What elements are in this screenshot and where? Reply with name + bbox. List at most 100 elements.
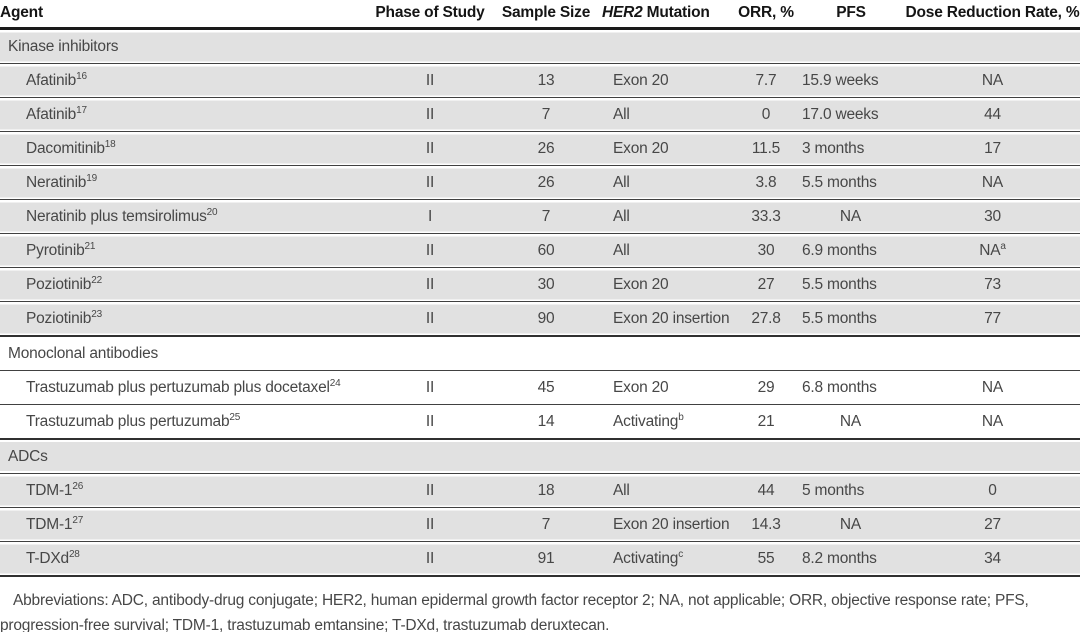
cell-pfs: 5 months bbox=[797, 473, 905, 508]
cell-her2-mutation: Exon 20 bbox=[602, 370, 735, 405]
cell-orr: 3.8 bbox=[735, 165, 797, 200]
cell-her2-mutation: Exon 20 insertion bbox=[602, 301, 735, 336]
reference-superscript: a bbox=[1000, 240, 1006, 252]
cell-dose-reduction: NA bbox=[905, 165, 1080, 200]
column-header-phase: Phase of Study bbox=[370, 0, 490, 30]
cell-her2-mutation: All bbox=[602, 199, 735, 234]
column-header-her2-mutation: HER2 Mutation bbox=[602, 0, 735, 30]
column-header-dose-reduction: Dose Reduction Rate, % bbox=[905, 0, 1080, 30]
reference-superscript: 19 bbox=[86, 172, 97, 184]
cell-her2-mutation: All bbox=[602, 473, 735, 508]
table-row: T-DXd28 II 91 Activatingc 55 8.2 months 34 bbox=[0, 541, 1080, 576]
cell-orr: 27 bbox=[735, 267, 797, 302]
cell-sample-size: 45 bbox=[490, 370, 602, 405]
reference-superscript: 27 bbox=[72, 514, 84, 526]
footnotes: Abbreviations: ADC, antibody-drug conjug… bbox=[0, 577, 1080, 632]
column-header-sample-size: Sample Size bbox=[490, 0, 602, 30]
cell-her2-mutation: Exon 20 bbox=[602, 63, 735, 98]
cell-sample-size: 18 bbox=[490, 473, 602, 508]
cell-orr: 29 bbox=[735, 370, 797, 405]
table-row: Poziotinib23 II 90 Exon 20 insertion 27.8 5.5… bbox=[0, 301, 1080, 336]
cell-dose-reduction: NA bbox=[905, 370, 1080, 405]
cell-agent: Neratinib19 bbox=[0, 165, 370, 200]
reference-superscript: 23 bbox=[91, 308, 102, 320]
reference-superscript: c bbox=[678, 548, 684, 560]
cell-pfs: 15.9 weeks bbox=[797, 63, 905, 98]
cell-orr: 21 bbox=[735, 404, 797, 439]
cell-dose-reduction: 17 bbox=[905, 131, 1080, 166]
table-row: Neratinib19 II 26 All 3.8 5.5 months NA bbox=[0, 165, 1080, 200]
cell-agent: Afatinib17 bbox=[0, 97, 370, 132]
cell-agent: TDM-127 bbox=[0, 507, 370, 542]
table-row: Afatinib17 II 7 All 0 17.0 weeks 44 bbox=[0, 97, 1080, 132]
cell-dose-reduction: NAa bbox=[905, 233, 1080, 268]
cell-orr: 14.3 bbox=[735, 507, 797, 542]
cell-pfs: NA bbox=[797, 199, 905, 234]
cell-sample-size: 13 bbox=[490, 63, 602, 98]
clinical-trials-table: Agent Phase of Study Sample Size HER2 Mutat… bbox=[0, 0, 1080, 576]
cell-phase: II bbox=[370, 507, 490, 542]
cell-agent: Afatinib16 bbox=[0, 63, 370, 98]
cell-dose-reduction: 30 bbox=[905, 199, 1080, 234]
cell-her2-mutation: Activatingc bbox=[602, 541, 735, 576]
section-title: Monoclonal antibodies bbox=[0, 336, 1080, 371]
cell-phase: II bbox=[370, 404, 490, 439]
cell-phase: II bbox=[370, 233, 490, 268]
cell-dose-reduction: NA bbox=[905, 63, 1080, 98]
reference-superscript: 16 bbox=[76, 70, 87, 82]
cell-phase: II bbox=[370, 63, 490, 98]
cell-orr: 55 bbox=[735, 541, 797, 576]
cell-dose-reduction: 73 bbox=[905, 267, 1080, 302]
reference-superscript: 21 bbox=[84, 240, 96, 252]
cell-pfs: 5.5 months bbox=[797, 301, 905, 336]
cell-orr: 44 bbox=[735, 473, 797, 508]
cell-agent: Trastuzumab plus pertuzumab25 bbox=[0, 404, 370, 439]
cell-pfs: NA bbox=[797, 404, 905, 439]
cell-phase: II bbox=[370, 165, 490, 200]
cell-phase: II bbox=[370, 370, 490, 405]
reference-superscript: b bbox=[678, 411, 684, 423]
cell-sample-size: 90 bbox=[490, 301, 602, 336]
cell-orr: 7.7 bbox=[735, 63, 797, 98]
cell-sample-size: 7 bbox=[490, 97, 602, 132]
cell-sample-size: 91 bbox=[490, 541, 602, 576]
cell-agent: Poziotinib22 bbox=[0, 267, 370, 302]
cell-sample-size: 14 bbox=[490, 404, 602, 439]
cell-pfs: 6.9 months bbox=[797, 233, 905, 268]
cell-agent: TDM-126 bbox=[0, 473, 370, 508]
cell-sample-size: 7 bbox=[490, 507, 602, 542]
table-row: Dacomitinib18 II 26 Exon 20 11.5 3 months 17 bbox=[0, 131, 1080, 166]
reference-superscript: 20 bbox=[206, 206, 218, 218]
cell-sample-size: 7 bbox=[490, 199, 602, 234]
column-header-orr: ORR, % bbox=[735, 0, 797, 30]
cell-phase: II bbox=[370, 541, 490, 576]
cell-orr: 30 bbox=[735, 233, 797, 268]
cell-pfs: 5.5 months bbox=[797, 165, 905, 200]
cell-sample-size: 60 bbox=[490, 233, 602, 268]
cell-sample-size: 26 bbox=[490, 165, 602, 200]
reference-superscript: 17 bbox=[76, 104, 87, 116]
cell-orr: 33.3 bbox=[735, 199, 797, 234]
cell-agent: Pyrotinib21 bbox=[0, 233, 370, 268]
table-row: TDM-127 II 7 Exon 20 insertion 14.3 NA 27 bbox=[0, 507, 1080, 542]
cell-dose-reduction: 27 bbox=[905, 507, 1080, 542]
cell-dose-reduction: 44 bbox=[905, 97, 1080, 132]
cell-orr: 0 bbox=[735, 97, 797, 132]
cell-dose-reduction: 0 bbox=[905, 473, 1080, 508]
table-row: Pyrotinib21 II 60 All 30 6.9 months NAa bbox=[0, 233, 1080, 268]
cell-her2-mutation: Exon 20 insertion bbox=[602, 507, 735, 542]
cell-her2-mutation: Exon 20 bbox=[602, 267, 735, 302]
reference-superscript: 25 bbox=[229, 411, 241, 423]
cell-dose-reduction: 34 bbox=[905, 541, 1080, 576]
cell-agent: Neratinib plus temsirolimus20 bbox=[0, 199, 370, 234]
table-header-row: Agent Phase of Study Sample Size HER2 Mutat… bbox=[0, 0, 1080, 30]
cell-pfs: 6.8 months bbox=[797, 370, 905, 405]
cell-her2-mutation: Activatingb bbox=[602, 404, 735, 439]
cell-her2-mutation: All bbox=[602, 165, 735, 200]
table-row: Poziotinib22 II 30 Exon 20 27 5.5 months 73 bbox=[0, 267, 1080, 302]
reference-superscript: 24 bbox=[329, 377, 341, 389]
cell-dose-reduction: NA bbox=[905, 404, 1080, 439]
cell-orr: 27.8 bbox=[735, 301, 797, 336]
cell-phase: II bbox=[370, 267, 490, 302]
reference-superscript: 28 bbox=[68, 548, 80, 560]
